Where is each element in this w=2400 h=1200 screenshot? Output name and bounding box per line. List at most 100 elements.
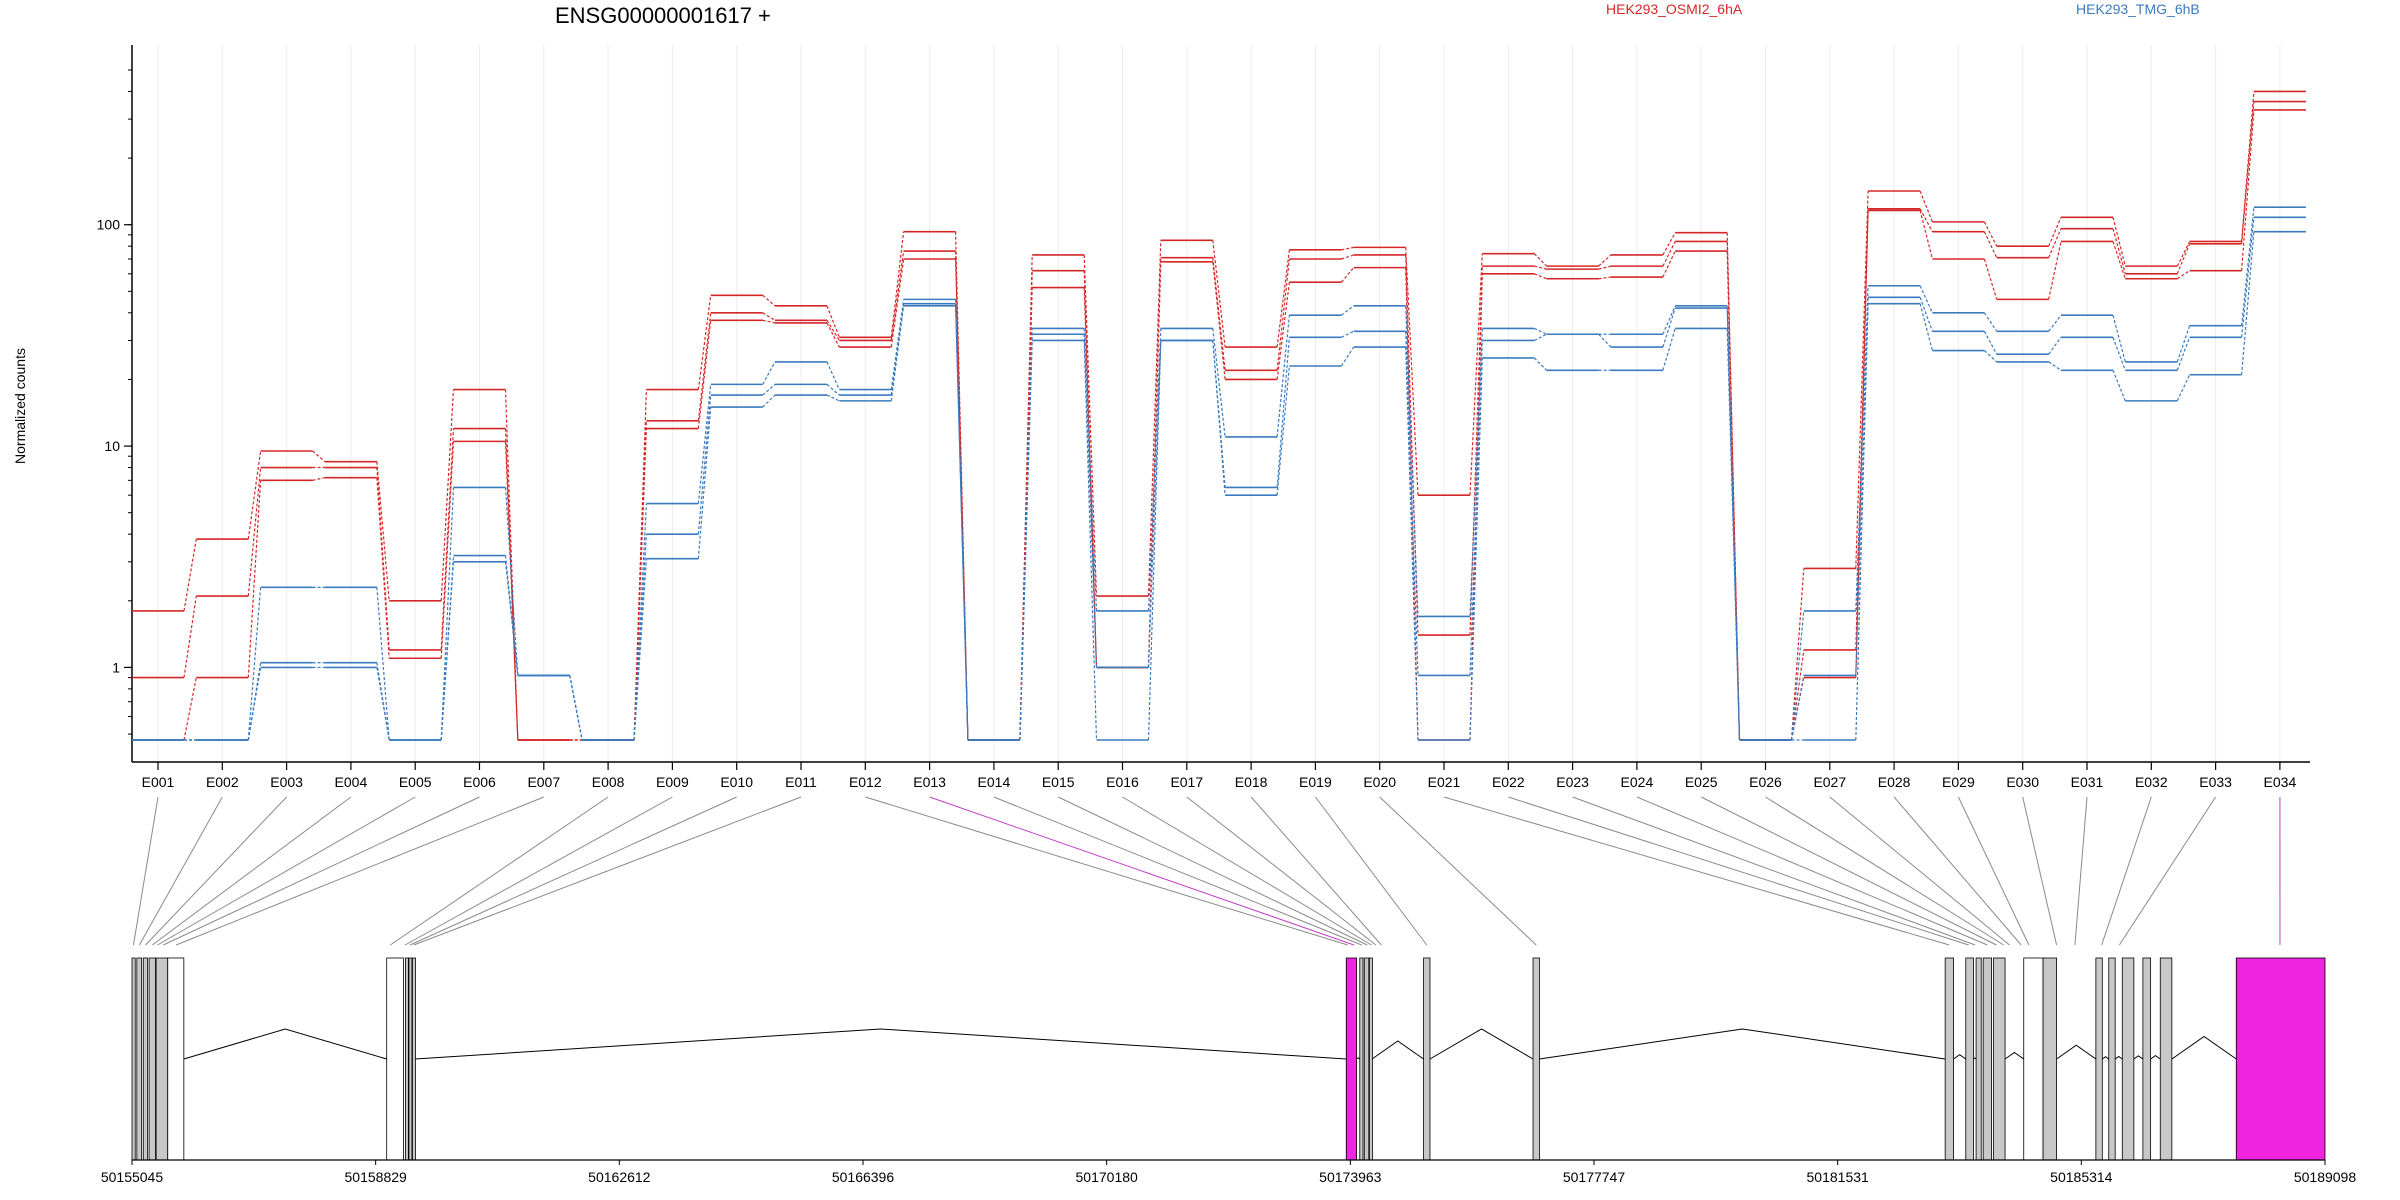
x-tick-label: E025 bbox=[1685, 774, 1718, 790]
data-connector bbox=[2176, 270, 2190, 280]
x-tick-label: E032 bbox=[2135, 774, 2168, 790]
data-connector bbox=[633, 534, 647, 741]
data-connector bbox=[2112, 370, 2126, 402]
x-tick-label: E020 bbox=[1363, 774, 1396, 790]
data-connector bbox=[2048, 241, 2062, 300]
exon-connector bbox=[2074, 796, 2088, 946]
data-connector bbox=[1405, 305, 1419, 617]
intron-line bbox=[1429, 1028, 1534, 1060]
x-tick-label: E033 bbox=[2199, 774, 2232, 790]
data-connector bbox=[1662, 328, 1676, 371]
exon-block bbox=[2121, 957, 2135, 1161]
data-connector bbox=[1919, 303, 1933, 351]
data-connector bbox=[1534, 273, 1547, 280]
data-connector bbox=[1983, 258, 1998, 300]
data-connector bbox=[826, 319, 840, 341]
data-connector bbox=[633, 558, 647, 741]
data-connector bbox=[1276, 315, 1290, 437]
data-connector bbox=[1855, 303, 1869, 741]
data-connector bbox=[2241, 101, 2255, 244]
series-layer bbox=[132, 90, 2306, 741]
data-connector bbox=[890, 305, 905, 401]
data-connector bbox=[1533, 253, 1548, 267]
x-tick-label: E026 bbox=[1749, 774, 1782, 790]
genomic-tick-label: 50177747 bbox=[1563, 1169, 1626, 1185]
data-connector bbox=[312, 477, 326, 481]
data-connector bbox=[1919, 190, 1933, 223]
data-connector bbox=[633, 428, 647, 741]
data-connector bbox=[1598, 276, 1611, 280]
exon-connector-lines bbox=[132, 796, 2281, 946]
exon-block bbox=[404, 957, 409, 1161]
exon-block bbox=[2042, 957, 2057, 1161]
data-connector bbox=[1276, 258, 1290, 371]
intron-line bbox=[1953, 1054, 1967, 1060]
exon-connector bbox=[413, 796, 802, 946]
data-connector bbox=[2112, 241, 2126, 279]
exon-connector bbox=[1572, 796, 1976, 946]
genomic-tick-label: 50166396 bbox=[832, 1169, 895, 1185]
x-tick-label: E010 bbox=[720, 774, 753, 790]
data-connector bbox=[1147, 240, 1162, 597]
x-tick-label: E001 bbox=[142, 774, 175, 790]
data-connector bbox=[697, 312, 712, 421]
legend-entry-osmi: HEK293_OSMI2_6hA bbox=[1606, 1, 1743, 17]
data-connector bbox=[1212, 240, 1226, 348]
exon-block bbox=[131, 957, 136, 1161]
x-tick-label: E016 bbox=[1106, 774, 1139, 790]
x-axis: E001 E002 E003 E004 E005 E006 E007 E008 E009 E010… bbox=[132, 761, 2310, 790]
data-connector bbox=[376, 667, 390, 741]
x-tick-label: E007 bbox=[527, 774, 560, 790]
x-tick-label: E004 bbox=[335, 774, 368, 790]
exon-block bbox=[412, 957, 416, 1161]
data-connector bbox=[633, 503, 647, 741]
x-tick-label: E011 bbox=[785, 774, 817, 790]
data-connector bbox=[2112, 228, 2126, 274]
intron-line bbox=[2004, 1051, 2025, 1060]
data-connector bbox=[1405, 247, 1419, 496]
exon-block bbox=[1944, 957, 1954, 1161]
exon-block bbox=[1363, 957, 1370, 1161]
data-connector bbox=[1790, 610, 1805, 741]
exon-block bbox=[136, 957, 143, 1161]
exon-block bbox=[1369, 957, 1373, 1161]
x-tick-label: E023 bbox=[1556, 774, 1589, 790]
data-connector bbox=[1469, 357, 1483, 741]
genomic-tick-label: 50170180 bbox=[1076, 1169, 1139, 1185]
x-tick-label: E027 bbox=[1813, 774, 1846, 790]
data-connector bbox=[440, 487, 455, 741]
series-osmi-2 bbox=[132, 109, 2306, 741]
exon-connector bbox=[2022, 796, 2058, 946]
intron-line bbox=[183, 1028, 387, 1060]
exon-connector bbox=[1057, 796, 1368, 946]
y-tick-label: 100 bbox=[97, 217, 121, 233]
x-tick-label: E017 bbox=[1170, 774, 1203, 790]
data-connector bbox=[1533, 357, 1548, 371]
data-connector bbox=[1790, 649, 1805, 741]
x-tick-label: E014 bbox=[978, 774, 1011, 790]
data-connector bbox=[1341, 254, 1354, 260]
data-connector bbox=[826, 383, 840, 396]
data-connector bbox=[1662, 307, 1676, 348]
data-connector bbox=[2176, 241, 2191, 267]
data-connector bbox=[440, 561, 455, 741]
data-connector bbox=[1340, 267, 1355, 283]
x-tick-label: E028 bbox=[1878, 774, 1911, 790]
exon-block bbox=[1993, 957, 2006, 1161]
data-connector bbox=[1212, 257, 1226, 371]
data-connector bbox=[890, 258, 905, 348]
data-connector bbox=[1598, 254, 1612, 267]
exon-connector bbox=[1379, 796, 1537, 946]
data-connector bbox=[1726, 328, 1741, 741]
data-connector bbox=[1662, 232, 1676, 256]
data-connector bbox=[2241, 217, 2255, 338]
data-connector bbox=[2176, 374, 2191, 402]
data-connector bbox=[1340, 346, 1355, 367]
data-connector bbox=[1598, 265, 1612, 270]
genomic-axis: 50155045 50158829 50162612 50166396 50170180… bbox=[101, 1159, 2356, 1185]
y-axis: 1 10 100 bbox=[97, 45, 133, 762]
data-connector bbox=[376, 461, 390, 601]
data-connector bbox=[1469, 328, 1483, 617]
exon-block bbox=[1975, 957, 1982, 1161]
genomic-tick-label: 50185314 bbox=[2050, 1169, 2113, 1185]
